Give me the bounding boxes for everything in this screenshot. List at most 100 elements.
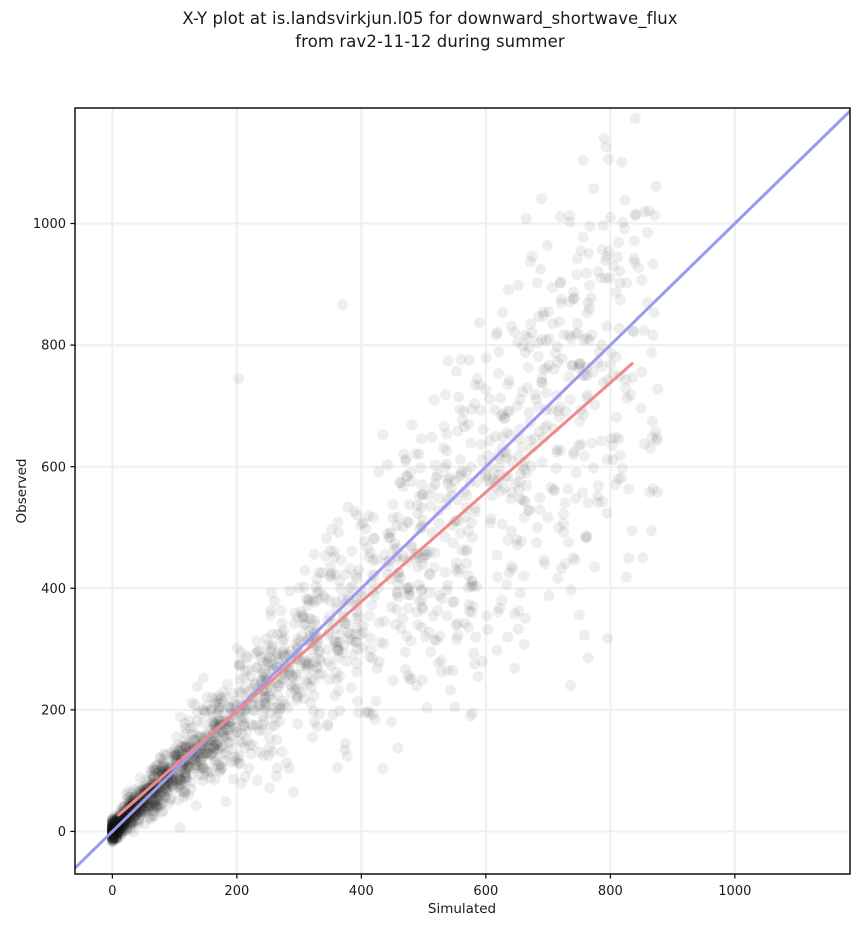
data-point [404, 673, 416, 685]
data-point [605, 358, 617, 370]
data-point [367, 568, 379, 580]
data-point [570, 467, 582, 479]
data-point [106, 828, 118, 840]
data-point [137, 804, 149, 816]
data-point [170, 749, 182, 761]
data-point [642, 226, 654, 238]
data-point [238, 720, 250, 732]
data-point [621, 392, 633, 404]
data-point [387, 512, 399, 524]
data-point [201, 747, 213, 758]
data-point [589, 399, 601, 411]
data-point [190, 800, 202, 812]
data-point [438, 420, 450, 432]
data-point [179, 786, 191, 798]
data-point [442, 579, 454, 591]
data-point [401, 516, 413, 528]
data-point [121, 825, 133, 837]
data-point [571, 253, 583, 265]
data-point [119, 811, 131, 823]
data-point [150, 767, 162, 779]
data-point [196, 748, 208, 760]
data-point [194, 762, 206, 774]
data-point [128, 826, 140, 838]
data-point [273, 707, 285, 719]
data-point [365, 643, 377, 655]
data-point [113, 827, 125, 839]
data-point [401, 470, 413, 482]
data-point [113, 822, 125, 834]
data-point [111, 819, 123, 831]
data-point [276, 628, 288, 640]
data-point [311, 587, 323, 599]
data-point [455, 354, 467, 366]
data-point [482, 624, 494, 635]
data-point [578, 450, 590, 462]
data-point [175, 778, 187, 790]
data-point [313, 567, 325, 579]
data-point [118, 822, 130, 834]
data-point [169, 743, 181, 755]
data-point [540, 387, 552, 399]
data-point [273, 703, 285, 715]
data-point [380, 556, 392, 568]
data-point [253, 699, 265, 711]
data-point [540, 362, 552, 374]
data-point [198, 759, 210, 771]
data-point [528, 433, 540, 445]
data-point [555, 276, 567, 288]
data-point [432, 604, 444, 616]
data-point [618, 223, 630, 235]
data-point [429, 634, 441, 646]
data-point [580, 530, 592, 542]
data-point [339, 744, 351, 756]
data-point [137, 798, 149, 810]
data-point [174, 745, 186, 757]
data-point [161, 784, 173, 796]
data-point [149, 796, 161, 808]
data-point [185, 738, 197, 750]
data-point [628, 235, 640, 247]
data-point [441, 584, 453, 596]
data-point [205, 766, 217, 777]
data-point [165, 747, 177, 759]
data-point [652, 383, 664, 395]
data-point [179, 741, 191, 753]
data-point [397, 481, 409, 493]
data-point [542, 511, 554, 523]
trend-lines-layer [75, 109, 850, 870]
data-point [573, 362, 585, 374]
data-point [309, 596, 321, 608]
data-point [533, 311, 545, 323]
data-point [213, 701, 225, 713]
data-point [596, 339, 608, 351]
data-point [189, 759, 201, 771]
data-point [582, 652, 594, 664]
data-point [405, 467, 417, 479]
y-axis-label: Observed [14, 459, 30, 524]
data-point [328, 546, 340, 558]
data-point [312, 594, 324, 606]
data-point [270, 712, 282, 724]
data-point [145, 765, 157, 777]
data-point [188, 755, 200, 767]
data-point [330, 666, 342, 678]
data-point [114, 831, 126, 843]
data-point [230, 721, 242, 733]
data-point [283, 650, 295, 662]
data-point [373, 656, 385, 668]
data-point [153, 758, 165, 770]
data-point [554, 445, 566, 457]
data-point [537, 364, 549, 376]
data-point [106, 828, 118, 840]
data-point [466, 580, 478, 592]
data-point [502, 631, 514, 643]
data-point [107, 835, 119, 847]
data-point [410, 680, 422, 692]
data-point [106, 828, 118, 840]
data-point [638, 324, 650, 336]
data-point [139, 818, 151, 830]
data-point [165, 760, 177, 772]
data-point [266, 628, 278, 640]
data-point [496, 442, 508, 454]
